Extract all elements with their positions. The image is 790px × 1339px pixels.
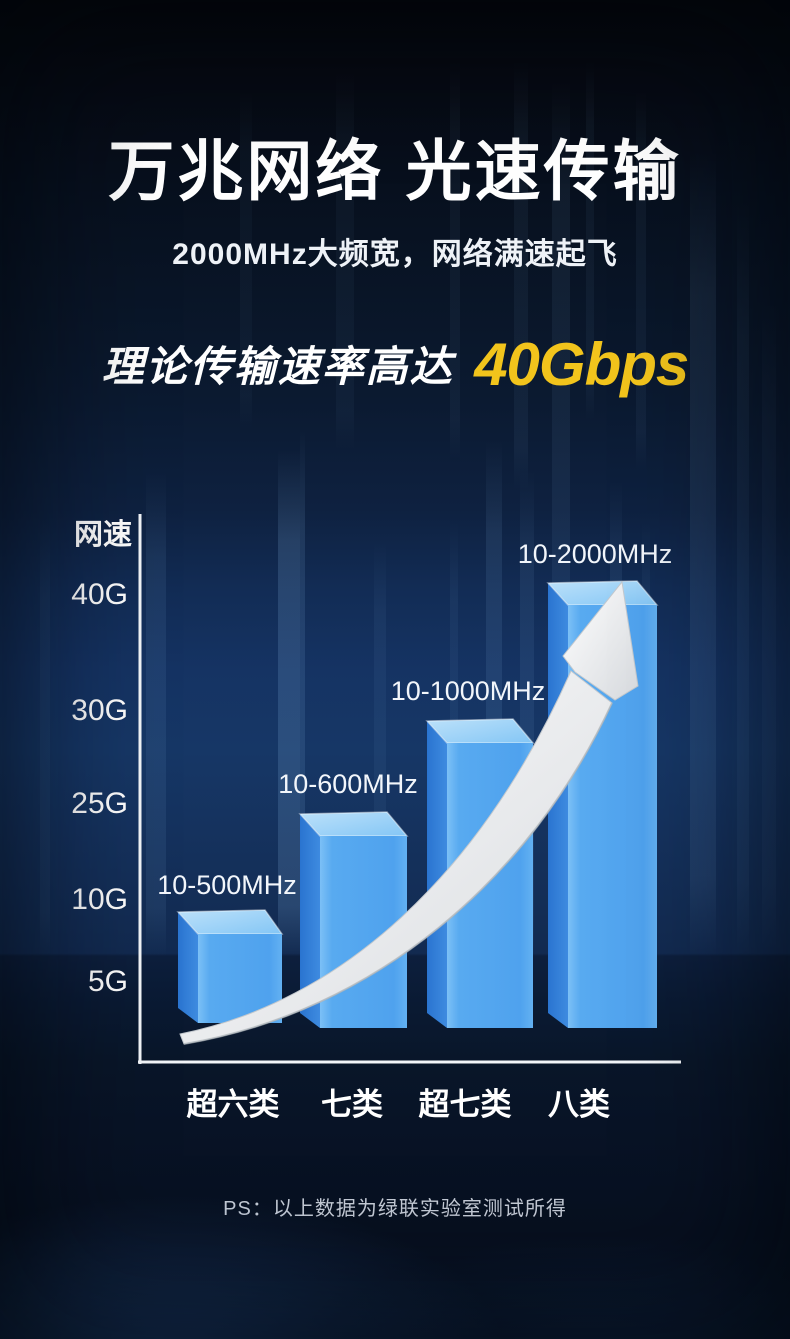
growth-arrow-shadow-edge <box>183 702 613 1045</box>
test-data-note: PS：以上数据为绿联实验室测试所得 <box>0 1192 790 1221</box>
y-tick-5g: 5G <box>87 965 128 998</box>
y-tick-40g: 40G <box>71 578 128 611</box>
x-label-cat8: 八类 <box>548 1087 610 1122</box>
bar-cat6a-side-face <box>178 912 198 1023</box>
y-tick-25g: 25G <box>71 787 128 820</box>
page-subtitle: 2000MHz大频宽，网络满速起飞 <box>172 238 618 271</box>
y-tick-30g: 30G <box>71 694 128 727</box>
bar-cat7 <box>298 811 409 1028</box>
bottom-glow <box>0 1150 790 1339</box>
growth-arrow <box>179 580 639 1045</box>
bandwidth-label-cat7a: 10-1000MHz <box>390 676 546 706</box>
bandwidth-label-cat6a: 10-500MHz <box>157 870 297 900</box>
tagline-rate-value: 40Gbps <box>474 331 689 398</box>
x-label-cat7: 七类 <box>321 1087 383 1122</box>
y-tick-10g: 10G <box>71 883 128 916</box>
bar-cat7-side-face <box>300 814 320 1028</box>
x-label-cat6a: 超六类 <box>186 1087 280 1122</box>
tagline-prefix: 理论传输速率高达 <box>101 343 454 390</box>
tagline: 理论传输速率高达 40Gbps <box>0 326 790 398</box>
bar-cat7a-side-face <box>427 721 447 1028</box>
x-label-cat7a: 超七类 <box>418 1087 512 1122</box>
y-axis-title: 网速 <box>74 519 133 551</box>
page-title: 万兆网络 光速传输 <box>108 134 682 208</box>
bandwidth-label-cat8: 10-2000MHz <box>517 539 673 569</box>
growth-arrow-head <box>562 580 639 701</box>
bandwidth-label-cat7: 10-600MHz <box>278 769 418 799</box>
